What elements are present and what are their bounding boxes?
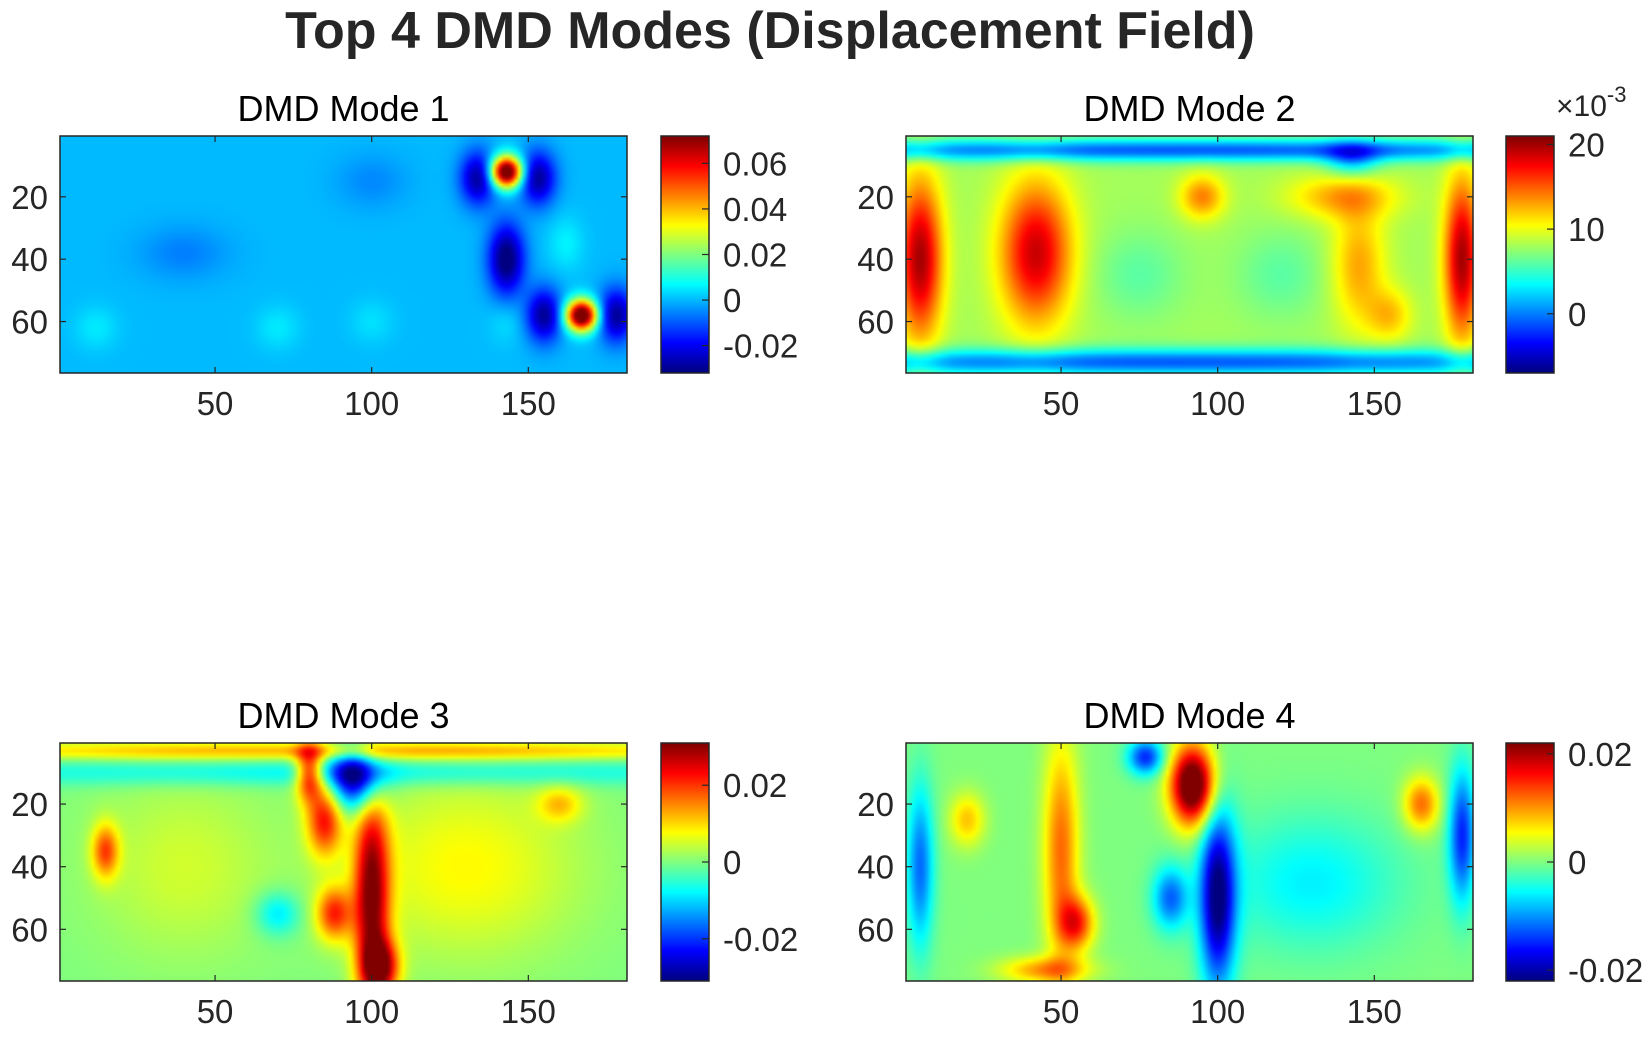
colorbar-tick-label: 10 xyxy=(1568,211,1605,248)
axes-frame xyxy=(59,742,628,982)
heatmap-image xyxy=(60,136,627,373)
x-tick-label: 150 xyxy=(501,993,556,1030)
colorbar-tick-label: 0 xyxy=(723,282,741,319)
colorbar-tick-label: 20 xyxy=(1568,126,1605,163)
colorbar xyxy=(1506,136,1554,373)
colorbar xyxy=(1506,743,1554,981)
colorbar-tick-label: 0.02 xyxy=(723,767,787,804)
x-tick-label: 100 xyxy=(344,993,399,1030)
heatmap-image xyxy=(906,743,1473,981)
x-tick-label: 150 xyxy=(1347,385,1402,422)
colorbar xyxy=(661,136,709,373)
y-tick-label: 40 xyxy=(857,849,894,886)
figure-title: Top 4 DMD Modes (Displacement Field) xyxy=(285,2,1255,60)
axes-frame xyxy=(905,135,1474,374)
colorbar-tick-label: -0.02 xyxy=(723,921,798,958)
colorbar-tick-label: 0 xyxy=(723,844,741,881)
y-tick-label: 60 xyxy=(11,304,48,341)
x-tick-label: 150 xyxy=(1347,993,1402,1030)
x-tick-label: 100 xyxy=(1190,385,1245,422)
y-tick-label: 20 xyxy=(857,179,894,216)
axes-frame xyxy=(905,742,1474,982)
y-tick-label: 60 xyxy=(857,304,894,341)
y-tick-label: 20 xyxy=(11,179,48,216)
x-tick-label: 50 xyxy=(1043,385,1080,422)
panel-title: DMD Mode 2 xyxy=(1083,88,1295,129)
y-tick-label: 20 xyxy=(857,786,894,823)
y-tick-label: 40 xyxy=(11,849,48,886)
y-tick-label: 40 xyxy=(857,241,894,278)
colorbar-frame xyxy=(1505,135,1555,374)
x-tick-label: 50 xyxy=(197,993,234,1030)
panel-mode-3: DMD Mode 3 50 100 150 20 40 60 -0.02 0 0.02 xyxy=(11,695,798,1030)
colorbar-tick-label: -0.02 xyxy=(1568,952,1643,989)
x-tick-label: 100 xyxy=(1190,993,1245,1030)
colorbar xyxy=(661,743,709,981)
x-tick-label: 100 xyxy=(344,385,399,422)
x-tick-label: 150 xyxy=(501,385,556,422)
y-tick-label: 60 xyxy=(857,911,894,948)
heatmap-image xyxy=(60,743,627,981)
panel-mode-4: DMD Mode 4 50 100 150 20 40 60 -0.02 0 0.02 xyxy=(857,695,1643,1030)
colorbar-tick-label: -0.02 xyxy=(723,328,798,365)
colorbar-tick-label: 0 xyxy=(1568,844,1586,881)
colorbar-tick-label: 0 xyxy=(1568,296,1586,333)
colorbar-tick-label: 0.02 xyxy=(1568,736,1632,773)
x-tick-label: 50 xyxy=(197,385,234,422)
colorbar-multiplier-exponent: -3 xyxy=(1607,82,1627,107)
y-tick-label: 20 xyxy=(11,786,48,823)
colorbar-multiplier-base: ×10 xyxy=(1556,90,1607,123)
colorbar-tick-label: 0.04 xyxy=(723,191,787,228)
y-tick-label: 40 xyxy=(11,241,48,278)
x-tick-label: 50 xyxy=(1043,993,1080,1030)
y-tick-label: 60 xyxy=(11,911,48,948)
panel-title: DMD Mode 1 xyxy=(237,88,449,129)
colorbar-multiplier: ×10-3 xyxy=(1556,82,1626,123)
panel-title: DMD Mode 3 xyxy=(237,695,449,736)
panel-mode-1: DMD Mode 1 50 100 150 20 40 60 -0.02 0 0.02 0.04 0.… xyxy=(11,88,798,422)
colorbar-tick-label: 0.02 xyxy=(723,237,787,274)
axes-frame xyxy=(59,135,628,374)
heatmap-image xyxy=(906,136,1473,373)
panel-title: DMD Mode 4 xyxy=(1083,695,1295,736)
colorbar-tick-label: 0.06 xyxy=(723,145,787,182)
